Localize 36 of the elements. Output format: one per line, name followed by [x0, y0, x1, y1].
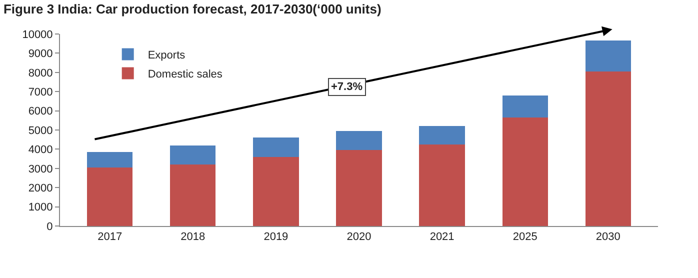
- x-tick-label: 2025: [512, 231, 538, 244]
- y-tick-label: 1000: [28, 202, 53, 214]
- bar: [336, 130, 382, 150]
- y-tick-label: 4000: [28, 144, 53, 156]
- x-tick-label: 2018: [180, 231, 206, 244]
- y-tick-label: 3000: [28, 163, 53, 176]
- x-tick-label: 2020: [346, 231, 372, 244]
- x-tick-label: 2017: [98, 231, 122, 244]
- y-tick-label: 0: [46, 220, 53, 233]
- x-tick-label: 2019: [264, 231, 288, 244]
- bar: [585, 40, 632, 72]
- bar: [253, 156, 299, 226]
- legend-label: Exports: [148, 50, 186, 62]
- y-tick-label: 9000: [28, 48, 53, 60]
- bar: [86, 167, 133, 226]
- y-tick-label: 2000: [28, 182, 53, 194]
- x-tick-label: 2030: [596, 231, 620, 244]
- bar: [502, 95, 548, 118]
- chart-title: Figure 3 India: Car production forecast, 2017-2030(‘000 units): [3, 1, 382, 16]
- y-tick-label: 10000: [22, 28, 53, 41]
- annotation: +7.3%: [331, 81, 363, 93]
- y-tick-label: 8000: [28, 67, 53, 80]
- bar: [419, 144, 465, 226]
- legend-label: Domestic sales: [148, 68, 223, 81]
- bar: [170, 145, 216, 165]
- y-tick-label: 7000: [28, 86, 53, 98]
- bar: [419, 126, 465, 144]
- x-tick-label: 2021: [430, 231, 454, 244]
- y-tick-label: 5000: [28, 124, 53, 137]
- bar: [86, 152, 133, 168]
- bar: [336, 150, 382, 226]
- bar: [170, 164, 216, 226]
- bar: [585, 71, 632, 226]
- bar: [253, 138, 299, 157]
- y-tick-label: 6000: [28, 106, 53, 118]
- bar: [502, 118, 548, 226]
